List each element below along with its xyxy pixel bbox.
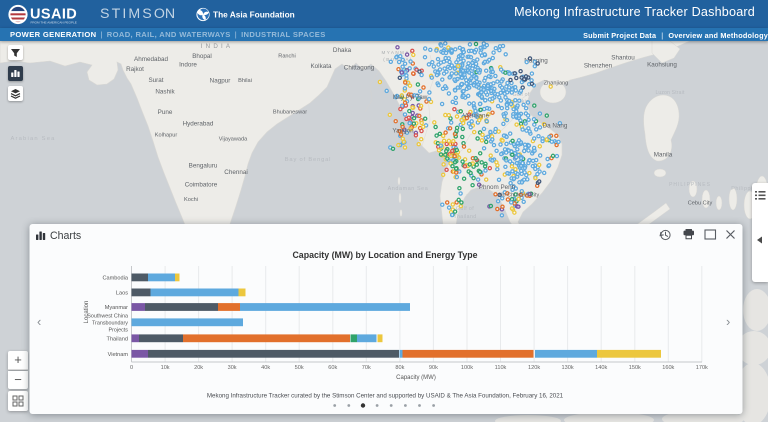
svg-text:MYANMAR: MYANMAR	[382, 50, 415, 55]
svg-text:FROM THE AMERICAN PEOPLE: FROM THE AMERICAN PEOPLE	[31, 21, 77, 25]
svg-text:130k: 130k	[562, 365, 574, 371]
svg-text:Myanmar: Myanmar	[105, 305, 128, 311]
svg-text:Kolhapur: Kolhapur	[155, 133, 178, 139]
svg-text:110k: 110k	[495, 365, 507, 371]
svg-text:Indore: Indore	[179, 62, 197, 69]
svg-text:Bhopal: Bhopal	[192, 53, 212, 60]
svg-text:Gulf of: Gulf of	[513, 92, 530, 98]
svg-text:‹: ‹	[37, 314, 41, 329]
svg-text:INDIA: INDIA	[201, 43, 234, 50]
svg-text:Location: Location	[84, 301, 90, 324]
svg-text:20k: 20k	[194, 365, 203, 371]
svg-text:Kaohsiung: Kaohsiung	[647, 62, 677, 69]
svg-text:Thailand: Thailand	[107, 336, 128, 342]
svg-text:Philippine Sea: Philippine Sea	[731, 186, 768, 192]
svg-text:(BURMA): (BURMA)	[383, 57, 412, 62]
svg-text:Phnom Penh: Phnom Penh	[479, 184, 516, 191]
svg-text:Ho Chi Minh City: Ho Chi Minh City	[499, 193, 540, 199]
svg-text:Rajkot: Rajkot	[126, 66, 144, 73]
svg-text:Cebu City: Cebu City	[688, 201, 713, 207]
svg-text:Dhaka: Dhaka	[333, 47, 352, 54]
svg-text:Zhanjiang: Zhanjiang	[544, 81, 569, 87]
svg-text:Nashik: Nashik	[155, 89, 175, 96]
svg-text:0: 0	[130, 365, 133, 371]
svg-text:100k: 100k	[461, 365, 473, 371]
svg-text:Hyderabad: Hyderabad	[183, 121, 214, 128]
svg-text:Bhubaneswar: Bhubaneswar	[273, 110, 307, 116]
svg-text:The Asia Foundation: The Asia Foundation	[213, 9, 295, 19]
svg-text:PHILIPPINES: PHILIPPINES	[669, 182, 711, 188]
svg-text:Ranchi: Ranchi	[278, 54, 295, 60]
svg-text:Bengaluru: Bengaluru	[189, 163, 218, 170]
svg-text:Southwest China: Southwest China	[87, 314, 128, 320]
svg-text:Vietnam: Vietnam	[108, 352, 129, 358]
svg-text:›: ›	[726, 314, 730, 329]
svg-text:Nagpur: Nagpur	[210, 78, 231, 85]
svg-text:40k: 40k	[261, 365, 270, 371]
svg-text:Transboundary: Transboundary	[92, 321, 128, 327]
svg-text:Bay of Bengal: Bay of Bengal	[285, 157, 332, 163]
svg-text:Shenzhen: Shenzhen	[584, 63, 613, 70]
svg-text:Chittagong: Chittagong	[344, 65, 375, 72]
svg-text:160k: 160k	[662, 365, 674, 371]
svg-text:Thailand: Thailand	[453, 214, 476, 220]
svg-text:Capacity (MW) by Location and: Capacity (MW) by Location and Energy Typ…	[292, 250, 477, 260]
svg-text:Kochi: Kochi	[184, 197, 198, 203]
svg-text:Surat: Surat	[148, 77, 163, 84]
svg-text:Mekong Infrastructure Tracker: Mekong Infrastructure Tracker curated by…	[207, 393, 564, 400]
svg-text:60k: 60k	[328, 365, 337, 371]
svg-text:Luzon Strait: Luzon Strait	[655, 90, 684, 96]
svg-text:Andaman Sea: Andaman Sea	[388, 186, 429, 192]
svg-text:Da Nang: Da Nang	[543, 123, 568, 130]
svg-text:Shantou: Shantou	[611, 55, 635, 62]
svg-text:Pune: Pune	[158, 109, 173, 116]
svg-text:90k: 90k	[429, 365, 438, 371]
svg-text:Ahmedabad: Ahmedabad	[134, 56, 168, 63]
svg-text:Yangon: Yangon	[392, 128, 414, 135]
svg-text:170k: 170k	[696, 365, 708, 371]
svg-text:140k: 140k	[595, 365, 607, 371]
svg-text:USAID: USAID	[30, 7, 77, 23]
svg-text:Coimbatore: Coimbatore	[185, 182, 218, 189]
svg-text:Cambodia: Cambodia	[103, 275, 129, 281]
svg-text:Bhilai: Bhilai	[238, 78, 252, 84]
svg-text:10k: 10k	[161, 365, 170, 371]
svg-text:Chennai: Chennai	[224, 169, 247, 176]
svg-text:Gulf of: Gulf of	[456, 206, 474, 212]
svg-text:150k: 150k	[629, 365, 641, 371]
svg-text:50k: 50k	[295, 365, 304, 371]
svg-text:70k: 70k	[362, 365, 371, 371]
svg-text:Charts: Charts	[50, 230, 81, 242]
svg-text:Projects: Projects	[109, 328, 129, 334]
svg-text:Arabian Sea: Arabian Sea	[10, 136, 55, 142]
svg-text:Vijayawada: Vijayawada	[219, 137, 248, 143]
svg-text:Laos: Laos	[116, 290, 128, 296]
svg-text:80k: 80k	[395, 365, 404, 371]
svg-text:Nay Pyi Taw: Nay Pyi Taw	[393, 94, 428, 101]
svg-text:Capacity (MW): Capacity (MW)	[396, 375, 436, 381]
svg-text:30k: 30k	[228, 365, 237, 371]
svg-text:120k: 120k	[528, 365, 540, 371]
svg-text:Vientiane: Vientiane	[463, 113, 490, 120]
svg-text:Kolkata: Kolkata	[310, 63, 332, 70]
svg-text:Manila: Manila	[654, 152, 673, 159]
